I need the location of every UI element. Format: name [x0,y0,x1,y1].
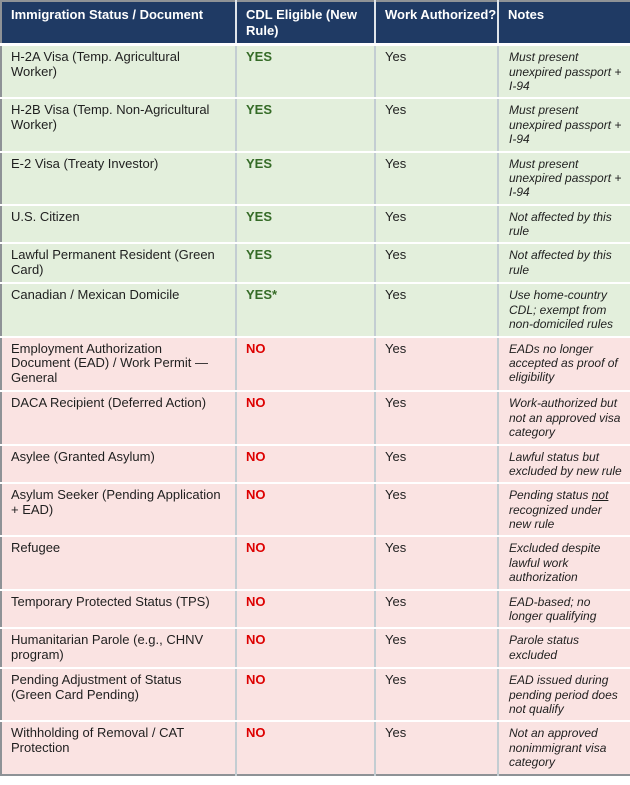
table-row: DACA Recipient (Deferred Action) NO Yes … [1,391,630,446]
notes-cell: Excluded despite lawful work authorizati… [498,536,630,591]
status-cell: Lawful Permanent Resident (Green Card) [1,243,237,285]
status-cell: Humanitarian Parole (e.g., CHNV program) [1,628,237,670]
work-authorized-cell: Yes [375,391,499,446]
notes-cell: Work-authorized but not an approved visa… [498,391,630,446]
cdl-eligible-cell: NO [236,391,376,446]
work-authorized-cell: Yes [375,336,499,393]
status-cell: U.S. Citizen [1,204,237,245]
table-row: Asylum Seeker (Pending Application + EAD… [1,483,630,538]
table-row: U.S. Citizen YES Yes Not affected by thi… [1,204,630,245]
cdl-eligible-cell: NO [236,536,376,591]
notes-cell: Parole status excluded [498,628,630,670]
work-authorized-cell: Yes [375,444,499,485]
work-authorized-cell: Yes [375,243,499,285]
cdl-eligible-cell: NO [236,668,376,723]
table-row: Humanitarian Parole (e.g., CHNV program)… [1,628,630,670]
status-cell: Asylee (Granted Asylum) [1,444,237,485]
cdl-eligible-cell: YES* [236,283,376,338]
status-cell: E-2 Visa (Treaty Investor) [1,151,237,206]
work-authorized-cell: Yes [375,628,499,670]
work-authorized-cell: Yes [375,44,499,100]
cdl-eligible-cell: YES [236,204,376,245]
status-cell: Asylum Seeker (Pending Application + EAD… [1,483,237,538]
table-row: Lawful Permanent Resident (Green Card) Y… [1,243,630,285]
table-row: Refugee NO Yes Excluded despite lawful w… [1,536,630,591]
status-cell: Withholding of Removal / CAT Protection [1,721,237,775]
table-row: Employment Authorization Document (EAD) … [1,336,630,393]
table-header-row: Immigration Status / Document CDL Eligib… [1,1,630,47]
status-cell: Canadian / Mexican Domicile [1,283,237,338]
header-notes: Notes [498,1,630,47]
notes-cell: Use home-country CDL; exempt from non-do… [498,283,630,338]
work-authorized-cell: Yes [375,98,499,153]
table-row: Pending Adjustment of Status (Green Card… [1,668,630,723]
work-authorized-cell: Yes [375,536,499,591]
table-row: E-2 Visa (Treaty Investor) YES Yes Must … [1,151,630,206]
notes-cell: Must present unexpired passport + I-94 [498,44,630,100]
header-work-authorized: Work Authorized? [375,1,499,47]
table-row: Temporary Protected Status (TPS) NO Yes … [1,589,630,630]
work-authorized-cell: Yes [375,204,499,245]
work-authorized-cell: Yes [375,721,499,775]
notes-cell: Not an approved nonimmigrant visa catego… [498,721,630,775]
notes-cell: Must present unexpired passport + I-94 [498,98,630,153]
status-cell: Refugee [1,536,237,591]
work-authorized-cell: Yes [375,151,499,206]
work-authorized-cell: Yes [375,483,499,538]
table-row: H-2A Visa (Temp. Agricultural Worker) YE… [1,44,630,100]
cdl-eligible-cell: NO [236,336,376,393]
cdl-eligible-cell: NO [236,721,376,775]
status-cell: Employment Authorization Document (EAD) … [1,336,237,393]
work-authorized-cell: Yes [375,668,499,723]
cdl-eligible-cell: YES [236,243,376,285]
cdl-eligible-cell: NO [236,628,376,670]
notes-cell: Must present unexpired passport + I-94 [498,151,630,206]
notes-cell: EADs no longer accepted as proof of elig… [498,336,630,393]
cdl-eligible-cell: YES [236,151,376,206]
status-cell: Pending Adjustment of Status (Green Card… [1,668,237,723]
header-cdl-eligible: CDL Eligible (New Rule) [236,1,376,47]
work-authorized-cell: Yes [375,589,499,630]
status-cell: DACA Recipient (Deferred Action) [1,391,237,446]
notes-cell: EAD-based; no longer qualifying [498,589,630,630]
cdl-eligible-cell: YES [236,98,376,153]
notes-cell: Lawful status but excluded by new rule [498,444,630,485]
cdl-eligible-cell: NO [236,589,376,630]
work-authorized-cell: Yes [375,283,499,338]
notes-cell: EAD issued during pending period does no… [498,668,630,723]
table-row: Withholding of Removal / CAT Protection … [1,721,630,775]
status-cell: H-2A Visa (Temp. Agricultural Worker) [1,44,237,100]
table-row: Canadian / Mexican Domicile YES* Yes Use… [1,283,630,338]
table-body: H-2A Visa (Temp. Agricultural Worker) YE… [1,44,630,775]
notes-cell: Not affected by this rule [498,243,630,285]
status-cell: H-2B Visa (Temp. Non-Agricultural Worker… [1,98,237,153]
status-cell: Temporary Protected Status (TPS) [1,589,237,630]
notes-cell: Not affected by this rule [498,204,630,245]
table-row: H-2B Visa (Temp. Non-Agricultural Worker… [1,98,630,153]
notes-cell: Pending status not recognized under new … [498,483,630,538]
cdl-eligible-cell: YES [236,44,376,100]
header-immigration-status: Immigration Status / Document [1,1,237,47]
table-row: Asylee (Granted Asylum) NO Yes Lawful st… [1,444,630,485]
cdl-eligible-cell: NO [236,444,376,485]
cdl-eligible-cell: NO [236,483,376,538]
